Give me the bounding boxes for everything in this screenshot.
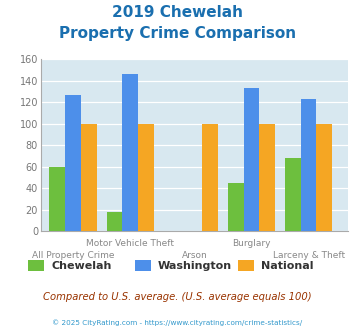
Bar xyxy=(122,74,138,231)
Bar xyxy=(81,124,97,231)
Bar xyxy=(202,124,218,231)
Text: 2019 Chewelah: 2019 Chewelah xyxy=(112,5,243,20)
Bar xyxy=(49,167,65,231)
Text: Motor Vehicle Theft: Motor Vehicle Theft xyxy=(86,239,174,248)
Text: Burglary: Burglary xyxy=(232,239,271,248)
Text: Compared to U.S. average. (U.S. average equals 100): Compared to U.S. average. (U.S. average … xyxy=(43,292,312,302)
Bar xyxy=(228,183,244,231)
Bar xyxy=(106,212,122,231)
Bar xyxy=(138,124,154,231)
Bar xyxy=(244,88,260,231)
Text: Chewelah: Chewelah xyxy=(51,261,112,271)
Text: Washington: Washington xyxy=(158,261,232,271)
Bar xyxy=(301,99,316,231)
Text: National: National xyxy=(261,261,313,271)
Text: Arson: Arson xyxy=(181,251,207,260)
Text: All Property Crime: All Property Crime xyxy=(32,251,114,260)
Text: Property Crime Comparison: Property Crime Comparison xyxy=(59,26,296,41)
Bar xyxy=(65,95,81,231)
Bar xyxy=(260,124,275,231)
Text: © 2025 CityRating.com - https://www.cityrating.com/crime-statistics/: © 2025 CityRating.com - https://www.city… xyxy=(53,319,302,326)
Text: Larceny & Theft: Larceny & Theft xyxy=(273,251,345,260)
Bar xyxy=(285,158,301,231)
Bar xyxy=(316,124,332,231)
